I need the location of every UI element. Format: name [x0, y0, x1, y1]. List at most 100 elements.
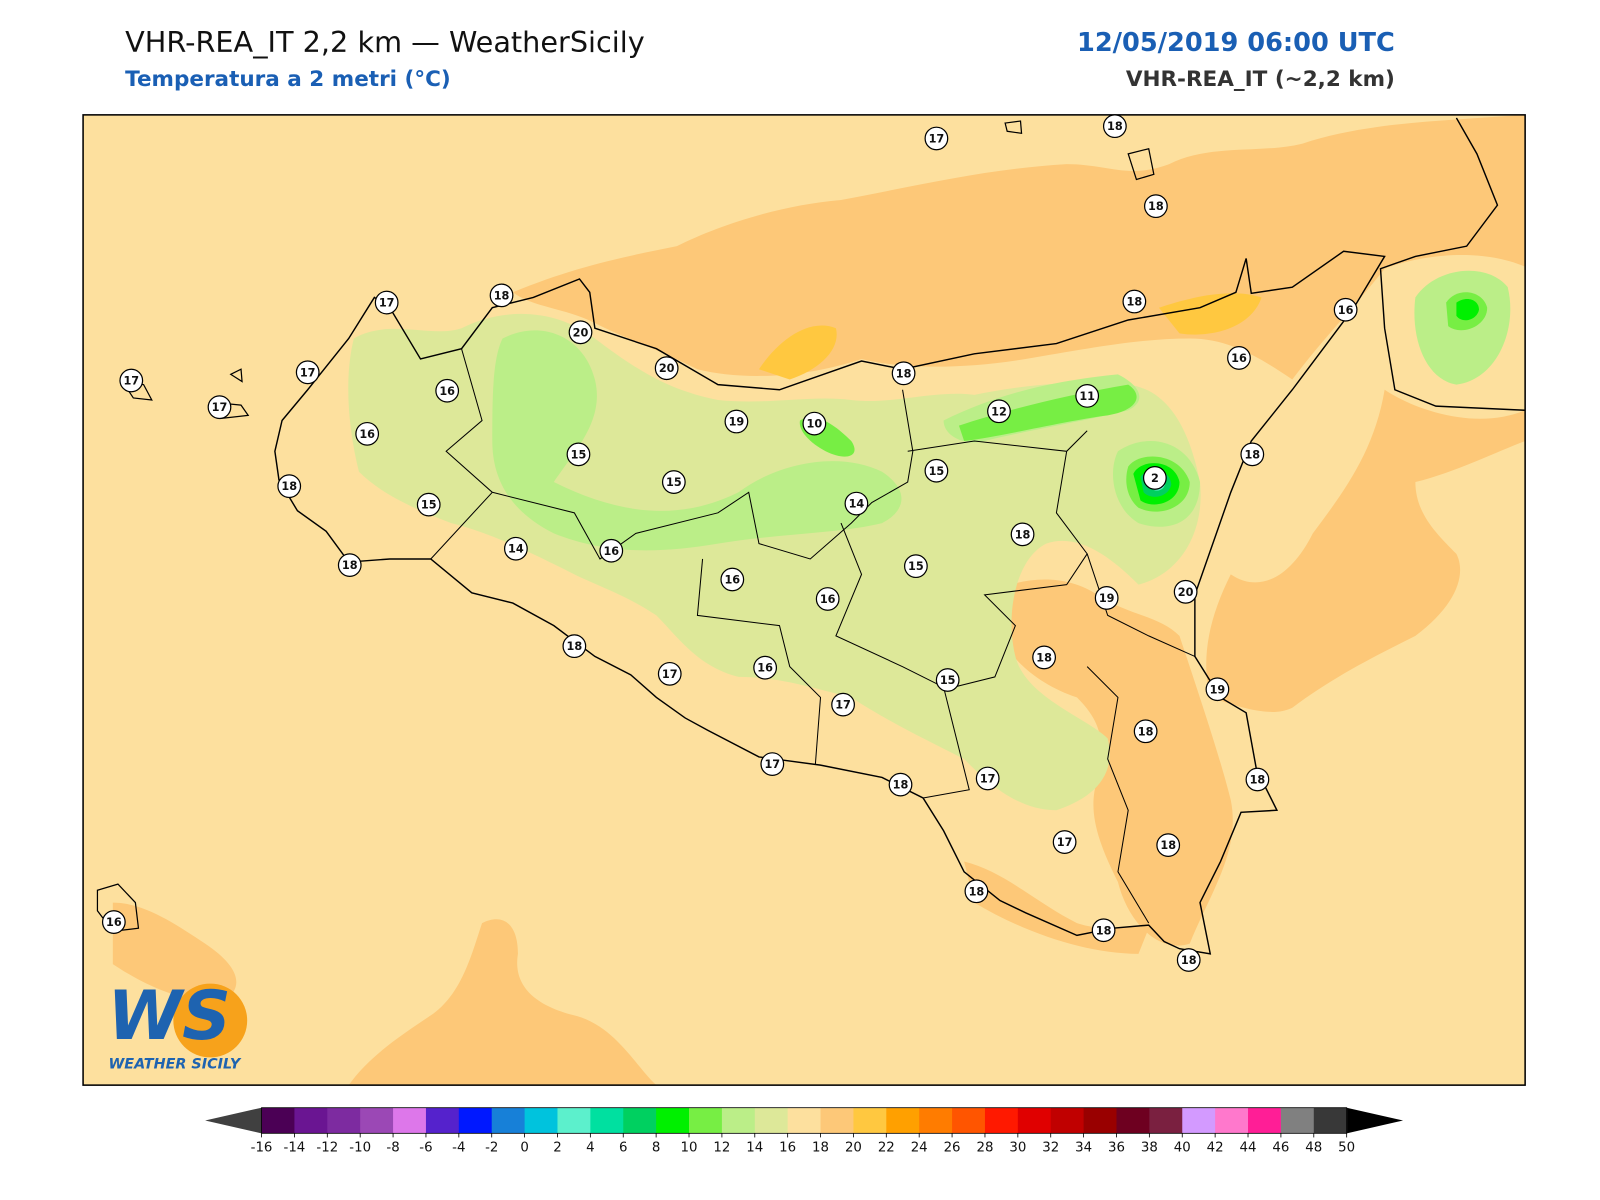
model-label: VHR-REA_IT (~2,2 km) [1126, 67, 1395, 92]
colorbar-tick-label: 2 [553, 1141, 561, 1156]
field-18-20 [512, 114, 1526, 380]
station-marker [1032, 645, 1056, 670]
station-marker [207, 395, 232, 420]
station-value: 20 [659, 362, 675, 375]
colorbar-bin [557, 1107, 591, 1134]
station: 15 [924, 458, 949, 483]
colorbar-bin [787, 1107, 822, 1134]
station: 16 [435, 378, 460, 403]
colorbar-tick-label: 12 [713, 1141, 730, 1156]
colorbar-tick-label: 50 [1338, 1141, 1355, 1156]
station-marker [416, 492, 441, 517]
field-20-22 [758, 325, 837, 380]
colorbar-bin [524, 1107, 558, 1134]
coastline-sicily [274, 250, 1386, 955]
station: 18 [1102, 114, 1127, 139]
station-value: 19 [729, 416, 745, 429]
province-boundary [430, 348, 1196, 924]
station-marker [753, 655, 778, 680]
station: 11 [1075, 383, 1100, 408]
station: 18 [888, 772, 913, 797]
station: 16 [1333, 297, 1358, 322]
field-20-22 [1158, 293, 1262, 335]
colorbar-bin [360, 1107, 394, 1134]
station-marker [295, 360, 320, 385]
station: 15 [903, 554, 928, 579]
station-value: 19 [1210, 683, 1226, 696]
station: 16 [753, 655, 778, 680]
colorbar-tick-label: 42 [1207, 1141, 1224, 1156]
station-marker [1010, 522, 1035, 547]
station-value: 18 [1096, 924, 1112, 937]
colorbar-tick-label: 20 [845, 1141, 862, 1156]
station: 17 [374, 290, 399, 315]
colorbar-tick-label: 46 [1272, 1141, 1289, 1156]
station-marker [1173, 579, 1198, 604]
station-marker [891, 361, 916, 386]
station-marker [1133, 719, 1158, 744]
colorbar-bin [952, 1107, 986, 1134]
datetime: 12/05/2019 06:00 UTC [1077, 28, 1395, 58]
colorbar-tick-label: 28 [976, 1141, 993, 1156]
station: 16 [815, 587, 840, 611]
colorbar-tick-label: 0 [520, 1141, 528, 1156]
colorbar-bin [458, 1107, 493, 1134]
station-marker [1102, 114, 1127, 139]
station: 19 [1094, 586, 1119, 610]
station: 17 [831, 692, 855, 717]
colorbar-tick-label: 38 [1141, 1141, 1158, 1156]
station: 18 [1032, 645, 1056, 670]
colorbar-over [1346, 1107, 1404, 1134]
station-value: 18 [567, 640, 583, 653]
station: 17 [1052, 830, 1077, 854]
station: 19 [724, 409, 749, 434]
colorbar-bin [261, 1107, 295, 1134]
station-value: 16 [757, 662, 773, 675]
station-marker [903, 554, 928, 579]
colorbar-tick-label: -2 [485, 1141, 498, 1156]
coastline-calabria [1379, 117, 1526, 411]
station-marker [724, 409, 749, 434]
station-value: 15 [908, 560, 924, 573]
station-marker [661, 470, 686, 494]
station-value: 17 [379, 297, 395, 310]
station: 17 [119, 368, 144, 393]
station: 17 [760, 752, 785, 776]
colorbar-tick-label: 22 [878, 1141, 895, 1156]
colorbar-tick-label: 34 [1075, 1141, 1092, 1156]
colorbar-bin [623, 1107, 657, 1134]
station-marker [802, 411, 827, 436]
station-value: 18 [281, 480, 297, 493]
station: 15 [935, 668, 960, 692]
station-value: 18 [1160, 839, 1176, 852]
colorbar-tick-label: 14 [746, 1141, 763, 1156]
station-marker [355, 421, 380, 446]
colorbar-tick-label: 16 [779, 1141, 796, 1156]
station-value: 14 [849, 498, 865, 511]
station-marker [1052, 830, 1077, 854]
colorbar-bin [721, 1107, 756, 1134]
colorbar-bin [491, 1107, 526, 1134]
map-frame [82, 114, 1526, 1086]
station: 17 [975, 766, 1000, 791]
station: 17 [924, 126, 949, 151]
station-marker [1091, 918, 1116, 943]
station-value: 18 [494, 289, 510, 302]
station: 20 [568, 320, 593, 345]
colorbar-tick-label: -8 [386, 1141, 399, 1156]
colorbar-bin [1149, 1107, 1183, 1134]
logo-sun [173, 983, 248, 1058]
station: 16 [1227, 346, 1251, 370]
colorbar-bin [590, 1107, 624, 1134]
station: 15 [566, 442, 591, 467]
logo: WS WEATHER SICILY [108, 976, 248, 1073]
station-value: 15 [571, 448, 587, 461]
station: 18 [489, 283, 514, 308]
colorbar-bin [1083, 1107, 1118, 1134]
colorbar-bin [656, 1107, 690, 1134]
station-value: 16 [820, 593, 836, 606]
station-value: 18 [896, 367, 912, 380]
station-marker [489, 283, 514, 308]
station-marker [987, 399, 1011, 424]
